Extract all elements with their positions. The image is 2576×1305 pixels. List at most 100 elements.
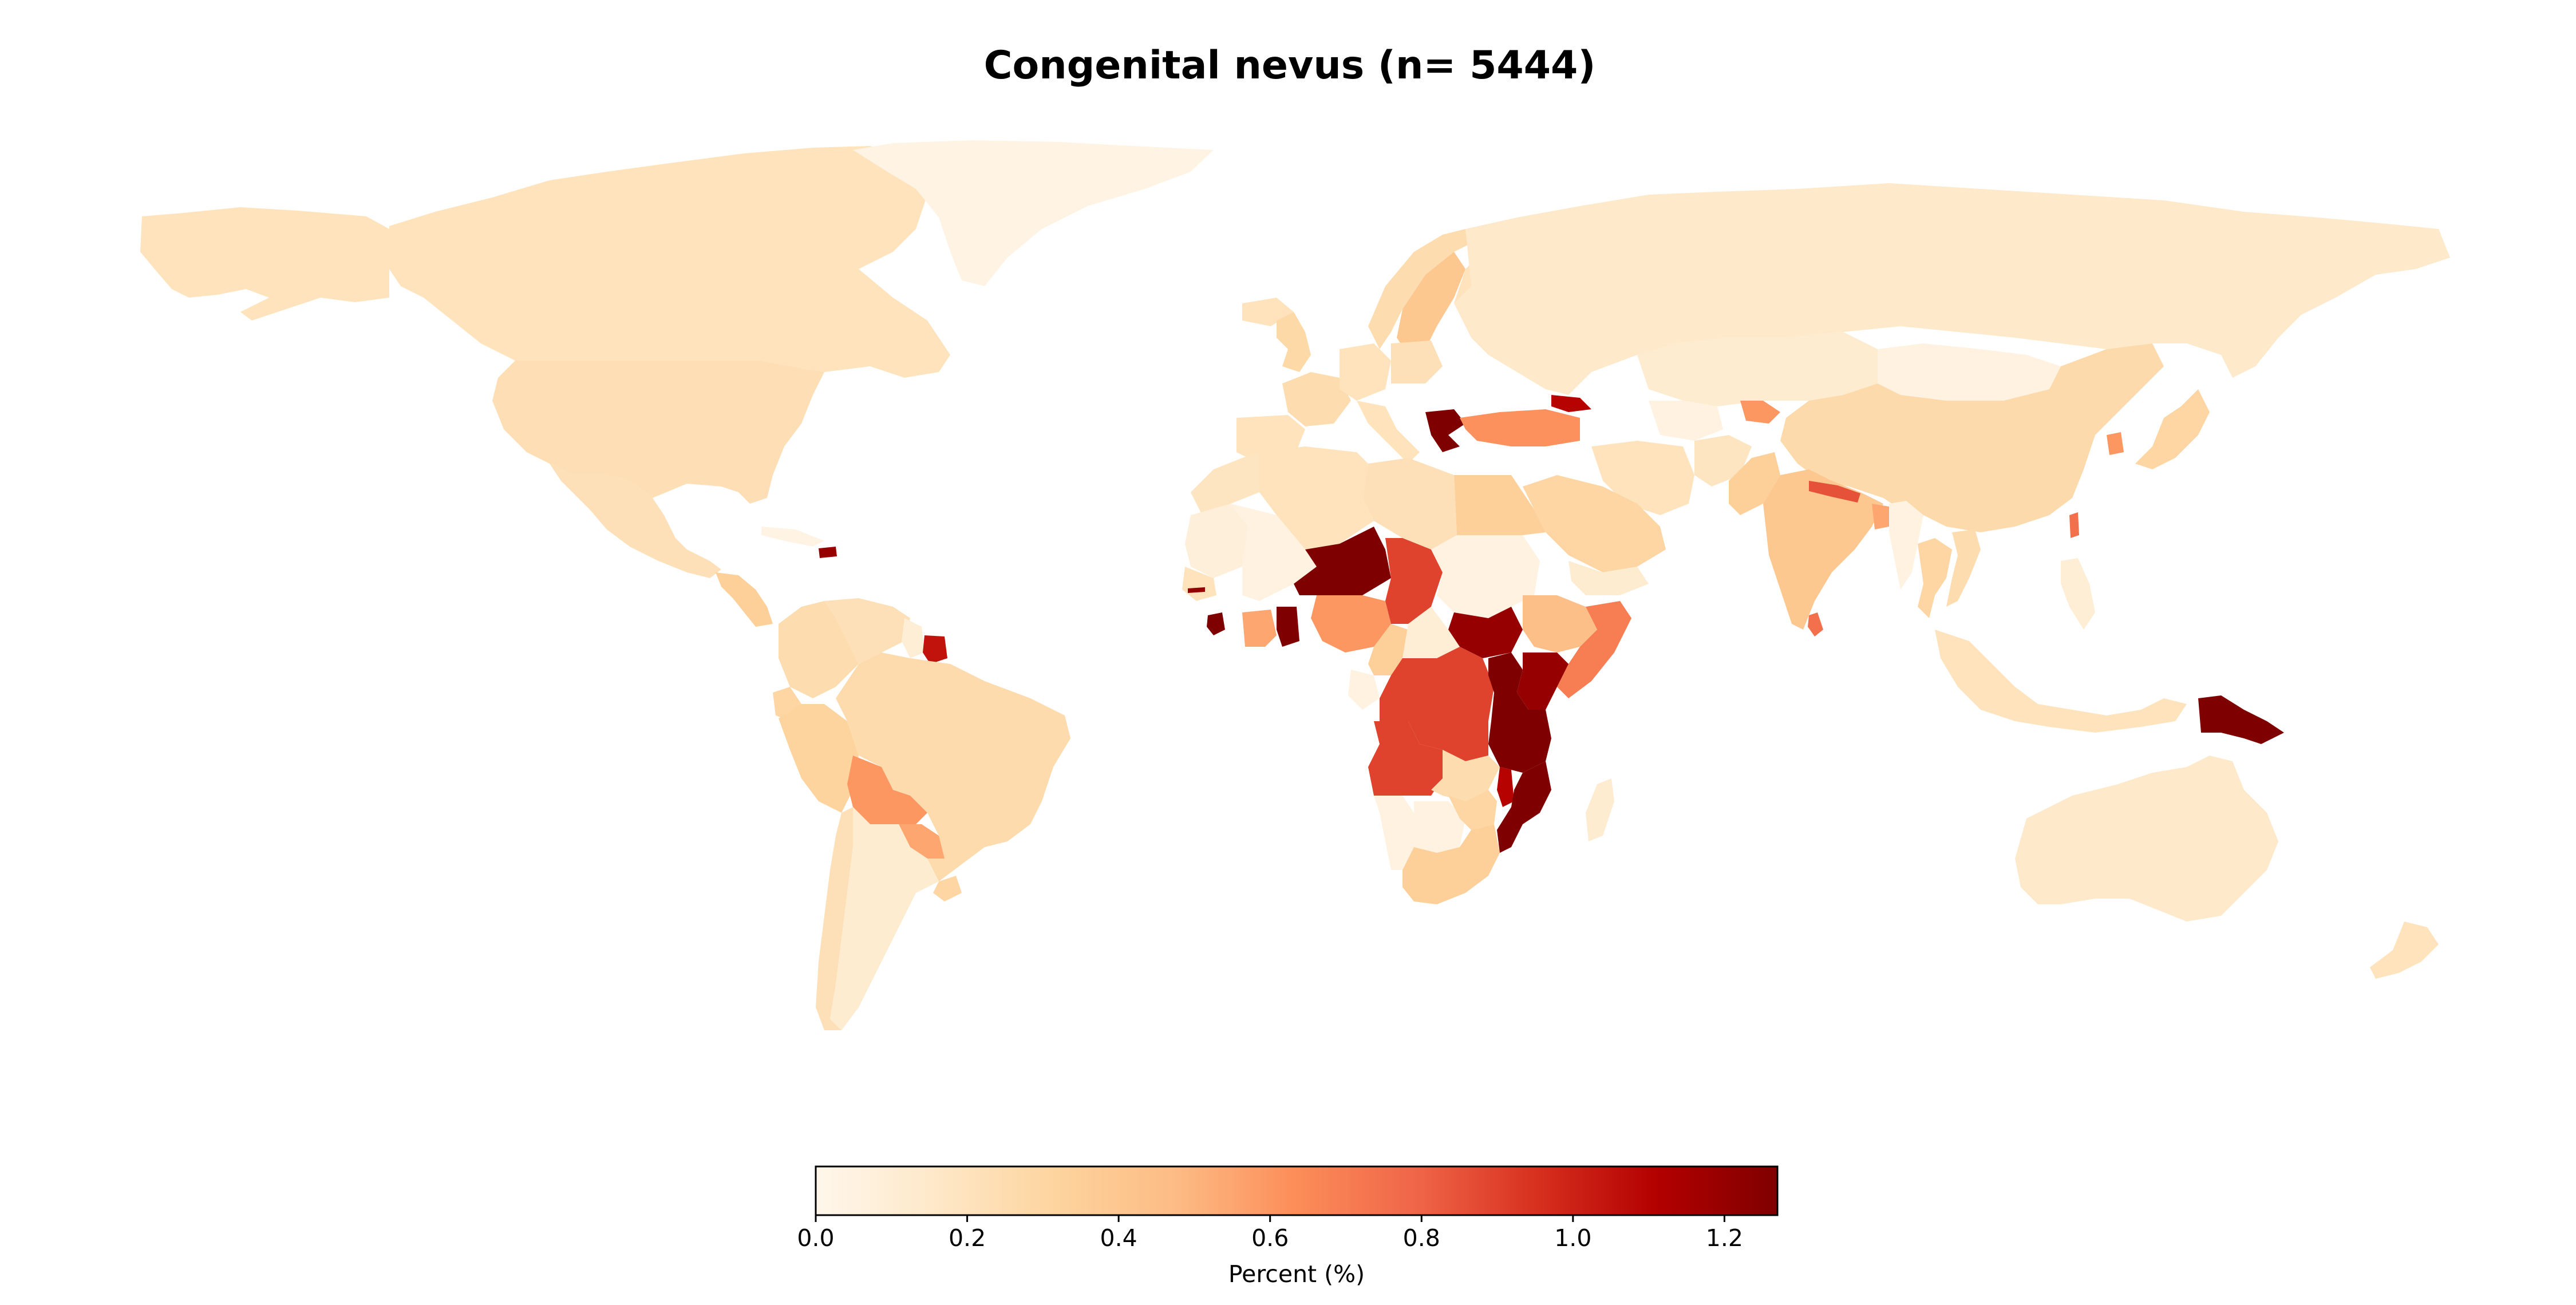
region-greenland <box>853 140 1214 286</box>
region-south-korea <box>2107 432 2124 455</box>
region-france <box>1282 372 1351 426</box>
region-libya <box>1362 458 1457 549</box>
region-india <box>1763 469 1883 630</box>
region-myanmar <box>1889 501 1923 590</box>
colorbar-tick-label: 1.2 <box>1706 1224 1743 1252</box>
region-germany <box>1340 343 1391 401</box>
region-russia <box>1454 183 2450 395</box>
region-papua-new-guinea <box>2198 695 2284 744</box>
region-alaska <box>140 207 389 321</box>
region-sudan <box>1431 535 1540 618</box>
region-paraguay <box>899 824 945 859</box>
region-tanzania <box>1488 693 1551 773</box>
region-norway <box>1368 229 1488 349</box>
region-gambia <box>1188 587 1205 593</box>
region-south-sudan <box>1448 607 1523 658</box>
region-georgia <box>1551 395 1591 412</box>
region-argentina <box>830 807 939 1030</box>
colorbar-label: Percent (%) <box>1228 1260 1365 1288</box>
region-sri-lanka <box>1808 612 1823 636</box>
colorbar-gradient <box>815 1165 1779 1216</box>
region-united-states <box>492 361 824 504</box>
colorbar-tick-label: 0.0 <box>797 1224 834 1252</box>
region-dr-congo <box>1380 647 1494 761</box>
region-uganda <box>1488 652 1523 693</box>
region-poland <box>1391 341 1443 383</box>
region-malawi <box>1497 767 1514 807</box>
region-bolivia <box>847 756 927 824</box>
region-south-africa <box>1402 824 1500 904</box>
region-mauritania <box>1185 504 1248 578</box>
region-greece <box>1425 409 1465 452</box>
region-dominican-republic <box>819 547 837 558</box>
colorbar-tick-label: 0.6 <box>1251 1224 1289 1252</box>
region-kazakhstan <box>1637 332 1878 406</box>
region-canada <box>389 146 950 378</box>
colorbar-ticks: 0.0 0.2 0.4 0.6 0.8 1.0 1.2 <box>797 1215 1743 1252</box>
region-nepal <box>1809 481 1860 503</box>
region-colombia <box>779 601 859 698</box>
region-angola <box>1368 721 1443 796</box>
region-bangladesh <box>1872 504 1889 529</box>
region-cameroon <box>1368 624 1408 675</box>
region-central-african-republic <box>1402 607 1460 658</box>
region-iran <box>1591 441 1694 515</box>
region-pakistan <box>1729 452 1780 515</box>
region-kenya <box>1517 652 1568 710</box>
world-map <box>140 140 2450 1030</box>
region-chile <box>816 807 853 1030</box>
region-new-zealand <box>2370 922 2439 979</box>
region-mongolia <box>1878 343 2061 401</box>
region-algeria <box>1259 446 1374 549</box>
region-turkey <box>1460 409 1580 446</box>
colorbar-tick-label: 0.4 <box>1100 1224 1137 1252</box>
region-china <box>1780 343 2164 532</box>
region-vietnam <box>1946 529 1981 607</box>
region-zambia <box>1431 750 1500 801</box>
region-japan <box>2135 389 2210 469</box>
region-central-america <box>716 572 773 627</box>
region-sweden <box>1397 252 1465 355</box>
region-venezuela <box>824 598 910 664</box>
region-mexico <box>550 464 721 578</box>
region-tajikistan <box>1740 401 1780 424</box>
region-morocco <box>1191 452 1259 515</box>
colorbar-tick-label: 0.8 <box>1403 1224 1440 1252</box>
region-egypt <box>1454 475 1546 535</box>
region-suriname <box>923 635 947 664</box>
region-botswana <box>1414 801 1465 853</box>
region-namibia <box>1374 796 1414 870</box>
region-italy <box>1357 401 1420 464</box>
region-sierra-leone <box>1207 612 1225 635</box>
region-cote-divoire <box>1242 610 1277 647</box>
region-mali <box>1231 504 1317 601</box>
region-peru <box>779 704 859 813</box>
region-nigeria <box>1311 595 1391 652</box>
chart-title: Congenital nevus (n= 5444) <box>984 43 1596 88</box>
region-cuba <box>761 527 824 547</box>
region-turkmenistan <box>1649 401 1723 441</box>
region-philippines <box>2061 558 2095 630</box>
colorbar-tick-label: 0.2 <box>949 1224 986 1252</box>
region-brazil <box>836 652 1070 881</box>
region-ethiopia <box>1523 595 1597 652</box>
region-saudi-arabia <box>1523 475 1666 572</box>
colorbar: 0.0 0.2 0.4 0.6 0.8 1.0 1.2 Percent (%) <box>797 1165 1779 1288</box>
region-ghana <box>1277 607 1299 647</box>
region-zimbabwe <box>1448 790 1497 830</box>
region-australia <box>2015 756 2278 922</box>
region-yemen <box>1568 561 1649 595</box>
region-gabon <box>1348 670 1380 710</box>
region-taiwan <box>2069 512 2079 538</box>
region-madagascar <box>1586 778 1614 841</box>
region-somalia <box>1557 601 1631 698</box>
region-mozambique <box>1497 761 1551 853</box>
region-niger <box>1294 527 1391 595</box>
region-guyana <box>902 618 924 658</box>
region-chad <box>1385 538 1443 624</box>
colorbar-tick-label: 1.0 <box>1554 1224 1591 1252</box>
region-indonesia <box>1935 630 2187 733</box>
region-uruguay <box>933 876 962 901</box>
region-thailand <box>1918 538 1952 618</box>
